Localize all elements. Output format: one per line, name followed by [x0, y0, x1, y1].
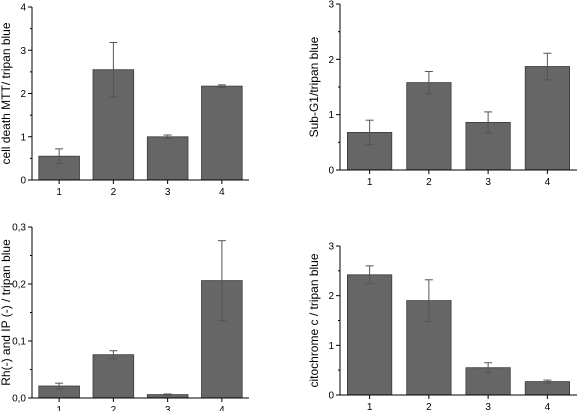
x-tick-label-3: 3 [165, 187, 171, 198]
y-axis-label: Rh(-) and IP (-) / tripan blue [0, 239, 13, 386]
y-tick-label: 3 [328, 0, 334, 11]
x-tick-label-2: 2 [111, 187, 117, 198]
x-tick-label-1: 1 [367, 177, 373, 188]
x-tick-label-2: 2 [426, 402, 432, 411]
y-tick-label: 2 [328, 55, 334, 66]
y-tick-label: 0 [328, 166, 334, 177]
error-bar-2 [109, 350, 118, 360]
bar-4 [524, 381, 571, 396]
error-bar-1 [55, 148, 64, 165]
y-tick-label: 3 [20, 46, 26, 57]
error-bar-3 [163, 134, 172, 139]
y-tick-label: 1 [328, 110, 334, 121]
x-tick-label-3: 3 [485, 402, 491, 411]
x-tick-label-4: 4 [219, 405, 225, 411]
error-bar-3 [484, 362, 493, 374]
y-tick-label: 1 [20, 132, 26, 143]
y-tick-label: 0,2 [12, 280, 26, 291]
y-tick-label: 2 [20, 89, 26, 100]
y-tick-label: 2 [328, 291, 334, 302]
error-bar-3 [484, 111, 493, 134]
x-tick-label-1: 1 [367, 402, 373, 411]
error-bar-1 [365, 119, 374, 146]
x-tick-label-2: 2 [111, 405, 117, 411]
y-tick-label: 4 [20, 3, 26, 14]
bar-3 [146, 136, 189, 181]
bar-4 [201, 85, 243, 181]
x-tick-label-4: 4 [545, 177, 551, 188]
x-tick-label-1: 1 [56, 405, 62, 411]
x-tick-label-4: 4 [545, 402, 551, 411]
x-tick-label-4: 4 [219, 187, 225, 198]
error-bar-2 [424, 71, 433, 95]
error-bar-2 [424, 279, 433, 322]
error-bar-2 [109, 41, 118, 98]
chart-panel-3: 1 2 3 4 0,0 0,1 0,2 0,3 Rh(-) and IP (-) / tripa… [0, 223, 249, 411]
x-tick-label-2: 2 [426, 177, 432, 188]
x-tick-label-1: 1 [56, 187, 62, 198]
y-tick-label: 0 [20, 176, 26, 187]
chart-panel-1: 1 2 3 4 0 1 2 3 4 cell death MTT/ tripan blue [0, 3, 249, 198]
error-bar-3 [163, 393, 172, 396]
bar-1 [346, 274, 393, 396]
error-bar-4 [543, 52, 552, 81]
y-tick-label: 0,1 [12, 337, 26, 348]
x-tick-label-3: 3 [165, 405, 171, 411]
error-bar-1 [55, 382, 64, 390]
y-tick-label: 0,3 [12, 223, 26, 234]
chart-panel-2: 1 2 3 4 0 1 2 3 Sub-G1/tripan blue [307, 0, 577, 188]
y-tick-label: 3 [328, 242, 334, 253]
y-axis-label: Sub-G1/tripan blue [307, 36, 321, 137]
y-tick-label: 0,0 [12, 394, 26, 405]
y-tick-label: 1 [328, 341, 334, 352]
y-tick-label: 0 [328, 391, 334, 402]
error-bar-1 [365, 265, 374, 285]
y-axis-label: cell death MTT/ tripan blue [0, 22, 13, 164]
bar-2 [406, 82, 452, 171]
error-bar-4 [543, 379, 552, 384]
chart-panel-4: 1 2 3 4 0 1 2 3 citochrome c / tripan blue [307, 242, 577, 411]
bar-2 [92, 354, 135, 399]
error-bar-4 [217, 240, 226, 321]
x-tick-label-3: 3 [485, 177, 491, 188]
error-bar-4 [217, 84, 226, 88]
y-axis-label: citochrome c / tripan blue [307, 253, 321, 387]
bar-4 [524, 66, 571, 171]
